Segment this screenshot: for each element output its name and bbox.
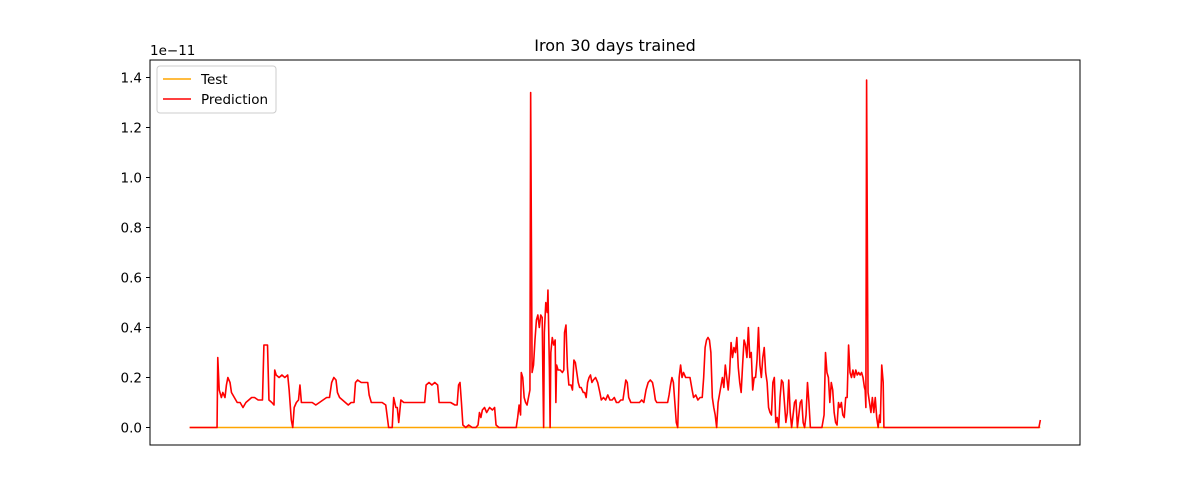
y-tick-label: 0.8 bbox=[121, 221, 142, 237]
chart-title: Iron 30 days trained bbox=[534, 36, 696, 55]
legend-box bbox=[156, 65, 277, 114]
y-tick-label: 0.4 bbox=[121, 321, 142, 337]
y-tick-label: 1.2 bbox=[121, 121, 142, 137]
y-tick-label: 0.2 bbox=[121, 371, 142, 387]
y-tick-label: 1.4 bbox=[121, 71, 142, 87]
legend: Test Prediction bbox=[156, 65, 277, 114]
legend-label-prediction: Prediction bbox=[201, 92, 268, 108]
y-tick-label: 0.0 bbox=[121, 421, 142, 437]
series-line-prediction bbox=[189, 79, 1042, 429]
y-axis: 0.0 0.2 0.4 0.6 0.8 1.0 1.2 1.4 bbox=[121, 71, 150, 437]
y-offset-text: 1e−11 bbox=[150, 43, 195, 59]
y-tick-label: 1.0 bbox=[121, 171, 142, 187]
legend-label-test: Test bbox=[200, 72, 228, 88]
plot-frame bbox=[149, 59, 1081, 446]
y-tick-label: 0.6 bbox=[121, 271, 142, 287]
plot-area bbox=[149, 59, 1081, 446]
